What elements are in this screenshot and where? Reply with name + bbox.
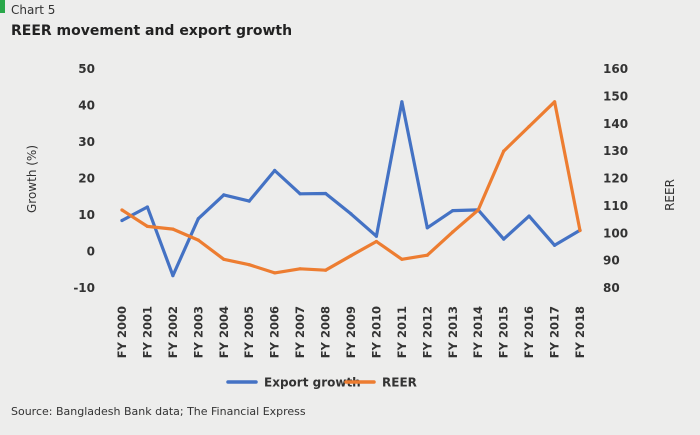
export-growth-point: [451, 209, 455, 213]
export-growth-point: [298, 192, 302, 196]
reer-line: [120, 100, 582, 275]
export-growth-point: [374, 234, 378, 238]
reer-point: [324, 268, 328, 272]
left-tick-label: 40: [78, 99, 95, 113]
x-tick-label: FY 2014: [471, 306, 485, 358]
reer-point: [120, 208, 124, 212]
export-growth-line: [120, 100, 582, 278]
reer-point: [222, 257, 226, 261]
export-growth-point: [349, 212, 353, 216]
right-tick-label: 110: [603, 199, 628, 213]
legend: Export growth REER: [226, 376, 417, 390]
right-tick-label: 90: [603, 254, 620, 268]
reer-point: [171, 227, 175, 231]
right-tick-label: 120: [603, 172, 628, 186]
reer-point: [374, 239, 378, 244]
right-axis-ticks: 80 90 100 110 120 130 140 150 160: [603, 62, 628, 295]
legend-label: Export growth: [264, 376, 361, 390]
left-tick-label: 30: [78, 135, 95, 149]
export-growth-point: [324, 191, 328, 196]
reer-point: [578, 228, 582, 233]
right-tick-label: 80: [603, 281, 620, 295]
left-tick-label: 50: [78, 62, 95, 76]
export-growth-point: [120, 218, 124, 223]
right-tick-label: 160: [603, 62, 628, 76]
series-lines: [120, 100, 582, 278]
x-tick-label: FY 2004: [217, 306, 231, 358]
x-tick-label: FY 2011: [395, 306, 409, 358]
export-growth-point: [171, 274, 175, 278]
x-tick-label: FY 2001: [140, 306, 154, 358]
reer-point: [527, 124, 531, 129]
x-tick-label: FY 2012: [420, 306, 434, 358]
right-tick-label: 150: [603, 89, 628, 103]
accent-bar: [0, 0, 5, 13]
left-tick-label: 20: [78, 172, 95, 186]
right-axis-label: REER: [663, 179, 677, 211]
left-tick-label: 0: [87, 245, 95, 259]
x-tick-label: FY 2010: [369, 306, 383, 358]
x-tick-label: FY 2016: [522, 306, 536, 358]
export-growth-point: [196, 217, 200, 221]
x-tick-label: FY 2002: [166, 306, 180, 358]
export-growth-point: [145, 205, 149, 209]
x-axis-ticks: FY 2000 FY 2001 FY 2002 FY 2003 FY 2004 FY 20…: [115, 306, 587, 358]
legend-label: REER: [382, 376, 417, 390]
x-tick-label: FY 2015: [497, 306, 511, 358]
reer-point: [145, 224, 149, 228]
export-growth-point: [400, 100, 404, 104]
export-growth-point: [425, 226, 429, 230]
x-tick-label: FY 2009: [344, 306, 358, 358]
right-tick-label: 100: [603, 226, 628, 240]
source-note: Source: Bangladesh Bank data; The Financ…: [11, 405, 306, 418]
reer-point: [476, 208, 480, 212]
export-growth-point: [222, 193, 226, 197]
export-growth-point: [273, 168, 277, 173]
x-tick-label: FY 2005: [242, 306, 256, 358]
reer-point: [425, 253, 429, 257]
left-tick-label: -10: [73, 281, 95, 295]
chart-title: REER movement and export growth: [11, 23, 293, 39]
x-tick-label: FY 2013: [446, 306, 460, 358]
reer-point: [196, 238, 200, 242]
reer-point: [349, 254, 353, 258]
right-tick-label: 140: [603, 117, 628, 131]
right-tick-label: 130: [603, 144, 628, 158]
reer-point: [247, 263, 251, 267]
x-tick-label: FY 2007: [293, 306, 307, 358]
left-tick-label: 10: [78, 208, 95, 222]
reer-point: [451, 230, 455, 234]
reer-point: [502, 149, 506, 153]
export-growth-point: [247, 199, 251, 203]
export-growth-point: [527, 214, 531, 218]
reer-point: [273, 271, 277, 275]
x-tick-label: FY 2018: [573, 306, 587, 358]
x-tick-label: FY 2006: [268, 306, 282, 358]
left-axis-ticks: -10 0 10 20 30 40 50: [73, 62, 95, 295]
chart-number: Chart 5: [11, 3, 56, 17]
x-tick-label: FY 2008: [319, 306, 333, 358]
x-tick-label: FY 2000: [115, 306, 129, 358]
reer-point: [553, 100, 557, 104]
x-tick-label: FY 2003: [191, 306, 205, 358]
export-growth-point: [502, 237, 506, 241]
reer-point: [298, 267, 302, 271]
export-growth-point: [553, 243, 557, 247]
x-tick-label: FY 2017: [548, 306, 562, 358]
reer-point: [400, 257, 404, 261]
left-axis-label: Growth (%): [25, 145, 39, 213]
